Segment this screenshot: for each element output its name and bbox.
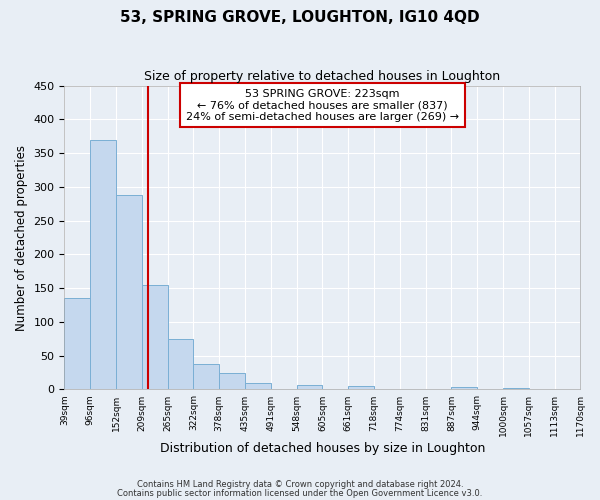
Bar xyxy=(503,388,529,390)
Text: 53 SPRING GROVE: 223sqm
← 76% of detached houses are smaller (837)
24% of semi-d: 53 SPRING GROVE: 223sqm ← 76% of detache… xyxy=(186,88,459,122)
X-axis label: Distribution of detached houses by size in Loughton: Distribution of detached houses by size … xyxy=(160,442,485,455)
Bar xyxy=(116,195,142,390)
Bar xyxy=(296,384,322,390)
Text: Contains HM Land Registry data © Crown copyright and database right 2024.: Contains HM Land Registry data © Crown c… xyxy=(137,480,463,489)
Bar xyxy=(90,140,116,390)
Text: Contains public sector information licensed under the Open Government Licence v3: Contains public sector information licen… xyxy=(118,488,482,498)
Text: 53, SPRING GROVE, LOUGHTON, IG10 4QD: 53, SPRING GROVE, LOUGHTON, IG10 4QD xyxy=(120,10,480,25)
Bar xyxy=(245,382,271,390)
Bar xyxy=(64,298,90,390)
Bar xyxy=(451,387,477,390)
Bar xyxy=(193,364,219,390)
Bar xyxy=(348,386,374,390)
Y-axis label: Number of detached properties: Number of detached properties xyxy=(15,144,28,330)
Bar xyxy=(142,285,167,390)
Bar xyxy=(167,339,193,390)
Title: Size of property relative to detached houses in Loughton: Size of property relative to detached ho… xyxy=(145,70,500,83)
Bar xyxy=(219,372,245,390)
